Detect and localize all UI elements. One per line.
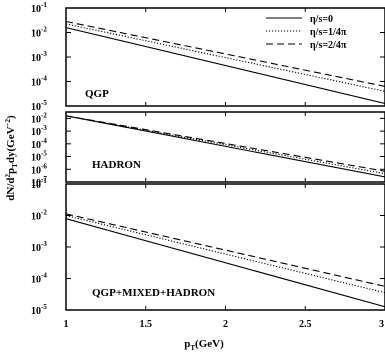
legend-label: η/s=2/4π (310, 40, 347, 51)
panel-label: HADRON (92, 159, 141, 171)
y-axis-title: dN/d2pTdy(GeV−2) (4, 115, 19, 201)
x-tick-label: 3 (379, 319, 384, 330)
y-tick-label-base: 10 (31, 212, 41, 223)
panel-label: QGP (85, 88, 109, 100)
y-tick-label: 10-4 (31, 137, 47, 151)
y-tick-label-base: 10 (31, 140, 41, 151)
y-tick-label: 10-5 (31, 99, 47, 113)
y-tick-label-base: 10 (31, 153, 41, 164)
x-axis-title-sub: T (190, 344, 195, 352)
panel-label: QGP+MIXED+HADRON (92, 287, 215, 299)
y-axis-title-part: dy(GeV (5, 126, 17, 163)
legend: η/s=0 η/s=1/4π η/s=2/4π (266, 14, 347, 51)
y-tick-label-exp: -4 (41, 137, 47, 145)
y-tick-label: 10-7 (31, 175, 47, 189)
x-axis-title: pT(GeV) (184, 338, 224, 352)
series-line (65, 214, 385, 294)
y-tick-label-exp: -2 (41, 26, 47, 34)
x-tick-labels: 1 1.5 2 2.5 3 (64, 319, 385, 330)
y-tick-label: 10-3 (31, 124, 47, 138)
y-tick-label-base: 10 (31, 243, 41, 254)
y-tick-label: 10-4 (31, 75, 47, 89)
y-tick-label-exp: -3 (41, 124, 47, 132)
x-axis-title-unit: (GeV) (195, 338, 224, 350)
y-tick-label-base: 10 (31, 102, 41, 113)
y-tick-label-exp: -4 (41, 75, 47, 83)
y-tick-label-base: 10 (31, 127, 41, 138)
series-line (65, 115, 385, 175)
panel-ticks: 10-210-310-410-510-610-7 (31, 111, 385, 189)
series-line (65, 27, 385, 105)
panel-ticks: 10-110-210-310-410-5 (31, 1, 385, 113)
y-tick-label-exp: -3 (41, 50, 47, 58)
y-tick-label-exp: -2 (41, 209, 47, 217)
y-tick-label: 10-2 (31, 26, 47, 40)
y-tick-label: 10-5 (31, 303, 47, 317)
y-tick-label-base: 10 (31, 178, 41, 189)
series-line (65, 213, 385, 287)
y-tick-label: 10-2 (31, 209, 47, 223)
x-axis-title-main: p (184, 338, 190, 350)
x-tick-label: 2 (223, 319, 228, 330)
y-tick-label: 10-4 (31, 272, 47, 286)
panel-curves (65, 115, 385, 178)
y-tick-label-exp: -2 (41, 111, 47, 119)
y-tick-label-base: 10 (31, 180, 41, 191)
y-axis-title-sup: 2 (4, 173, 12, 177)
panel-ticks: 10-110-210-310-410-5 (31, 177, 385, 317)
panel-qgp: QGP 10-110-210-310-410-5 (31, 1, 385, 113)
panel-curves (65, 213, 385, 308)
y-tick-label-exp: -5 (41, 303, 47, 311)
y-axis-title-part: dN/d (5, 177, 17, 200)
y-tick-label: 10-3 (31, 50, 47, 64)
y-tick-label-base: 10 (31, 53, 41, 64)
panel-frame (65, 111, 385, 183)
x-tick-label: 1 (64, 319, 69, 330)
y-tick-label-base: 10 (31, 165, 41, 176)
y-tick-label-exp: -3 (41, 240, 47, 248)
y-axis-title-part: p (5, 168, 17, 174)
y-tick-label-base: 10 (31, 275, 41, 286)
y-tick-label: 10-5 (31, 150, 47, 164)
panel-curves (65, 20, 385, 105)
y-tick-label-exp: -4 (41, 272, 47, 280)
panel-frame (65, 7, 385, 107)
y-tick-label-exp: -6 (41, 162, 47, 170)
y-tick-label-base: 10 (31, 306, 41, 317)
y-axis-title-sub: T (11, 163, 19, 168)
x-tick-label: 1.5 (140, 319, 153, 330)
y-tick-label: 10-2 (31, 111, 47, 125)
y-tick-label: 10-6 (31, 162, 47, 176)
series-line (65, 115, 385, 172)
y-tick-label-exp: -1 (41, 1, 47, 9)
legend-label: η/s=0 (310, 14, 333, 25)
y-tick-label-exp: -7 (41, 175, 47, 183)
y-tick-label-base: 10 (31, 4, 41, 15)
series-line (65, 23, 385, 92)
y-tick-label-base: 10 (31, 114, 41, 125)
x-tick-label: 2.5 (299, 319, 312, 330)
legend-label: η/s=1/4π (310, 27, 347, 38)
y-tick-label: 10-1 (31, 177, 47, 191)
y-tick-label-exp: -5 (41, 99, 47, 107)
panel-hadron: HADRON 10-210-310-410-510-610-7 (31, 111, 385, 189)
y-tick-label-exp: -1 (41, 177, 47, 185)
y-tick-label: 10-3 (31, 240, 47, 254)
y-tick-label-exp: -5 (41, 150, 47, 158)
panel-qgp-mixed-hadron: QGP+MIXED+HADRON 10-110-210-310-410-5 (31, 177, 385, 317)
series-line (65, 218, 385, 308)
y-axis-title-sup: −2 (4, 118, 12, 126)
y-tick-label-base: 10 (31, 29, 41, 40)
y-tick-label-base: 10 (31, 78, 41, 89)
y-axis-title-part: ) (5, 115, 17, 119)
y-tick-label: 10-1 (31, 1, 47, 15)
